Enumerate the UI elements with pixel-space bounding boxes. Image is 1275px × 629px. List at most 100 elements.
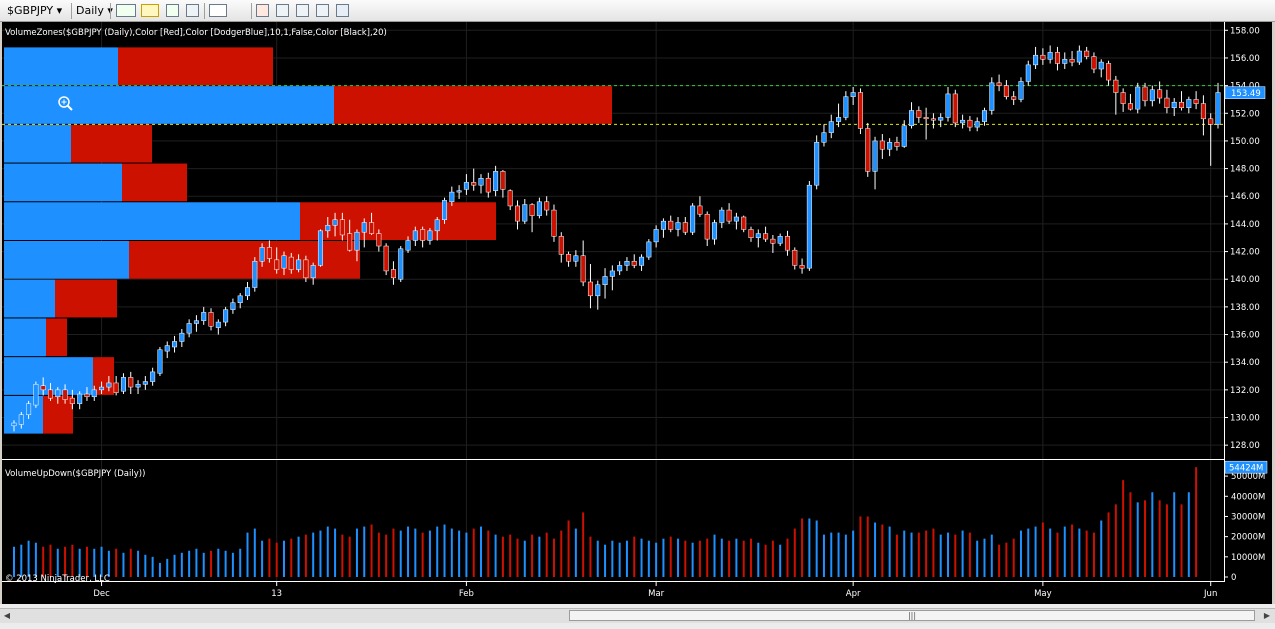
volume-bar-up [655,542,658,577]
candle-down [266,247,272,259]
candle-down [1200,103,1206,120]
copyright-label: © 2013 NinjaTrader, LLC [5,574,110,584]
crosshair-icon[interactable] [166,4,179,17]
scrollbar-thumb[interactable]: ||| [569,610,1255,621]
candle-up [821,132,827,143]
volume-bar-up [976,540,979,577]
candle-down [792,249,798,266]
candle-up [974,121,980,128]
scroll-right-icon[interactable]: ▶ [1263,611,1271,620]
candle-down [587,281,593,297]
candle-down [303,259,309,279]
volume-bar-up [604,544,607,577]
volume-bar-up [399,530,402,577]
price-tick-label: 140.00 [1230,275,1260,285]
candle-up [164,345,170,352]
volume-bar-down [1195,467,1198,577]
candle-up [1186,99,1192,108]
volume-bar-up [625,540,628,577]
candle-up [77,393,83,404]
zoom-icon[interactable] [58,96,73,111]
volume-bar-up [224,550,227,577]
volume-zone-down [129,241,360,279]
candle-up [836,117,842,122]
candle-down [1127,103,1133,110]
candle-up [989,82,995,111]
volume-bar-up [363,526,366,577]
volume-bar-down [728,540,731,577]
volume-bar-down [793,528,796,577]
chart-area[interactable]: 128.00 130.00 132.00 134.00 136.00 138.00 140.… [2,22,1272,604]
volume-bar-up [231,552,234,577]
toolbar-divider [71,3,72,19]
candle-up [11,422,17,427]
candle-down [420,229,426,241]
volume-bar-up [180,552,183,577]
candle-up [602,276,608,286]
volume-tick-label: 40000M [1231,492,1265,502]
time-tick-label: Jun [1203,589,1217,599]
volume-bar-down [1107,512,1110,577]
candle-down [1157,89,1163,99]
candle-up [434,219,440,232]
volume-bar-up [844,534,847,577]
volume-bar-up [13,546,15,577]
properties-icon[interactable] [296,4,309,17]
scroll-left-icon[interactable]: ◀ [3,611,11,620]
candle-down [47,389,53,399]
volume-bar-up [1049,528,1052,577]
volume-bar-down [1071,524,1074,577]
horizontal-scrollbar[interactable]: ◀ ||| ▶ [0,608,1275,623]
strategy-icon[interactable] [316,4,329,17]
volume-bar-up [253,528,256,577]
candle-up [624,260,630,266]
candle-down [369,222,375,234]
volume-bar-down [1158,500,1161,577]
data-box-icon[interactable] [256,4,269,17]
toolbar-divider [204,3,205,19]
volume-bar-up [874,522,877,577]
volume-bar-down [582,512,585,577]
volume-bar-up [195,548,198,577]
volume-bar-down [881,524,884,577]
pen-icon[interactable] [141,4,159,17]
candle-down [113,382,119,393]
volume-zone-down [118,47,273,86]
candle-down [894,142,900,147]
bar-style-icon[interactable] [116,4,136,17]
draw-line-icon[interactable] [186,4,199,17]
volume-bar-down [392,528,395,577]
candle-down [770,238,776,244]
candle-down [390,269,396,279]
candle-up [310,265,316,279]
volume-bar-down [771,540,774,577]
candle-up [960,119,966,124]
toolbar-divider [110,3,111,19]
volume-bar-down [545,532,548,577]
volume-bar-down [42,546,45,577]
candle-down [865,128,871,172]
volume-bar-down [49,544,52,577]
volume-bar-up [27,540,30,577]
candle-up [938,117,944,121]
volume-zone-up [4,163,122,202]
pointer-icon[interactable] [209,4,227,17]
candle-up [398,248,404,280]
instrument-list-icon[interactable] [276,4,289,17]
volume-bar-down [115,548,118,577]
chevron-down-icon: ▾ [56,4,63,17]
volume-bar-down [742,540,745,577]
volume-bar-down [954,534,957,577]
price-tick-label: 144.00 [1230,220,1260,230]
candle-up [26,403,32,415]
settings-icon[interactable] [336,4,349,17]
volume-bar-down [633,536,636,577]
candle-up [99,386,105,391]
candle-up [675,222,681,230]
grip-icon: ||| [907,611,917,620]
instrument-selector[interactable]: $GBPJPY ▾ [4,3,65,18]
volume-bar-up [326,526,329,577]
candle-up [828,121,834,133]
volume-bar-down [1180,504,1183,577]
volume-bar-up [596,540,599,577]
